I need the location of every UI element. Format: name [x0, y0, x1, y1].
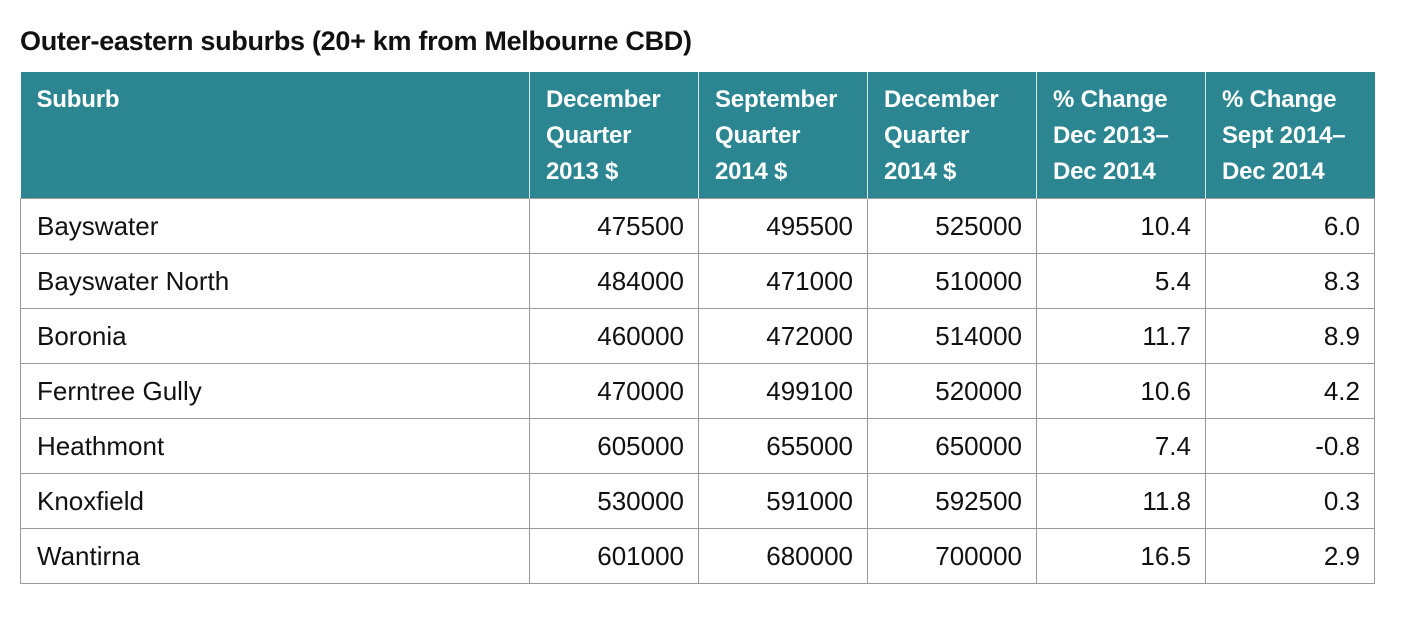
value-cell: 601000 — [529, 528, 699, 584]
column-header-change-sep14-dec14: % Change Sept 2014– Dec 2014 — [1205, 72, 1375, 199]
column-header-line: September — [715, 86, 838, 113]
value-cell: 8.3 — [1205, 253, 1375, 309]
suburb-name-cell: Knoxfield — [20, 473, 530, 529]
column-header-sep-2014: September Quarter 2014 $ — [698, 72, 868, 199]
value-cell: 591000 — [698, 473, 868, 529]
column-header-line: % Change — [1053, 86, 1168, 113]
value-cell: 10.4 — [1036, 198, 1206, 254]
column-header-line: Dec 2014 — [1222, 158, 1325, 185]
value-cell: 16.5 — [1036, 528, 1206, 584]
column-header-line: % Change — [1222, 86, 1337, 113]
suburb-name-cell: Heathmont — [20, 418, 530, 474]
column-header-line: Sept 2014– — [1222, 122, 1346, 149]
value-cell: 592500 — [867, 473, 1037, 529]
table-body: Bayswater 475500 495500 525000 10.4 6.0 Bayswa… — [20, 198, 1375, 584]
value-cell: 484000 — [529, 253, 699, 309]
suburb-name-cell: Boronia — [20, 308, 530, 364]
suburb-name-cell: Bayswater — [20, 198, 530, 254]
page-title: Outer-eastern suburbs (20+ km from Melbo… — [20, 26, 692, 56]
column-header-line: Quarter — [884, 122, 970, 149]
table-row: Bayswater 475500 495500 525000 10.4 6.0 — [20, 198, 1375, 254]
column-header-line: Quarter — [715, 122, 801, 149]
value-cell: 650000 — [867, 418, 1037, 474]
value-cell: 0.3 — [1205, 473, 1375, 529]
value-cell: 520000 — [867, 363, 1037, 419]
value-cell: 472000 — [698, 308, 868, 364]
column-header-suburb: Suburb — [20, 72, 530, 199]
value-cell: 6.0 — [1205, 198, 1375, 254]
column-header-line: 2014 $ — [715, 158, 788, 185]
value-cell: 5.4 — [1036, 253, 1206, 309]
value-cell: 655000 — [698, 418, 868, 474]
column-header-line: December — [884, 86, 999, 113]
value-cell: 4.2 — [1205, 363, 1375, 419]
suburb-name-cell: Bayswater North — [20, 253, 530, 309]
value-cell: 10.6 — [1036, 363, 1206, 419]
column-header-line: Dec 2013– — [1053, 122, 1169, 149]
suburb-name-cell: Ferntree Gully — [20, 363, 530, 419]
value-cell: 680000 — [698, 528, 868, 584]
value-cell: 2.9 — [1205, 528, 1375, 584]
table-row: Boronia 460000 472000 514000 11.7 8.9 — [20, 308, 1375, 364]
value-cell: 475500 — [529, 198, 699, 254]
value-cell: 11.7 — [1036, 308, 1206, 364]
table-row: Wantirna 601000 680000 700000 16.5 2.9 — [20, 528, 1375, 584]
header-row: Suburb December Quarter 2013 $ September Quar… — [20, 72, 1375, 199]
value-cell: -0.8 — [1205, 418, 1375, 474]
value-cell: 495500 — [698, 198, 868, 254]
table-row: Bayswater North 484000 471000 510000 5.4 8.3 — [20, 253, 1375, 309]
value-cell: 605000 — [529, 418, 699, 474]
value-cell: 530000 — [529, 473, 699, 529]
table-row: Ferntree Gully 470000 499100 520000 10.6 4.2 — [20, 363, 1375, 419]
column-header-line: 2013 $ — [546, 158, 619, 185]
value-cell: 700000 — [867, 528, 1037, 584]
data-table: Suburb December Quarter 2013 $ September Quar… — [20, 72, 1375, 584]
column-header-line: Quarter — [546, 122, 632, 149]
value-cell: 11.8 — [1036, 473, 1206, 529]
value-cell: 525000 — [867, 198, 1037, 254]
value-cell: 8.9 — [1205, 308, 1375, 364]
value-cell: 499100 — [698, 363, 868, 419]
column-header-line: Dec 2014 — [1053, 158, 1156, 185]
value-cell: 7.4 — [1036, 418, 1206, 474]
suburb-name-cell: Wantirna — [20, 528, 530, 584]
column-header-line: Suburb — [36, 86, 120, 113]
column-header-line: December — [546, 86, 661, 113]
value-cell: 460000 — [529, 308, 699, 364]
value-cell: 471000 — [698, 253, 868, 309]
table-header: Suburb December Quarter 2013 $ September Quar… — [20, 72, 1375, 199]
column-header-change-dec13-dec14: % Change Dec 2013– Dec 2014 — [1036, 72, 1206, 199]
column-header-dec-2013: December Quarter 2013 $ — [529, 72, 699, 199]
table-row: Knoxfield 530000 591000 592500 11.8 0.3 — [20, 473, 1375, 529]
value-cell: 510000 — [867, 253, 1037, 309]
table-row: Heathmont 605000 655000 650000 7.4 -0.8 — [20, 418, 1375, 474]
column-header-line: 2014 $ — [884, 158, 957, 185]
column-header-dec-2014: December Quarter 2014 $ — [867, 72, 1037, 199]
value-cell: 470000 — [529, 363, 699, 419]
value-cell: 514000 — [867, 308, 1037, 364]
